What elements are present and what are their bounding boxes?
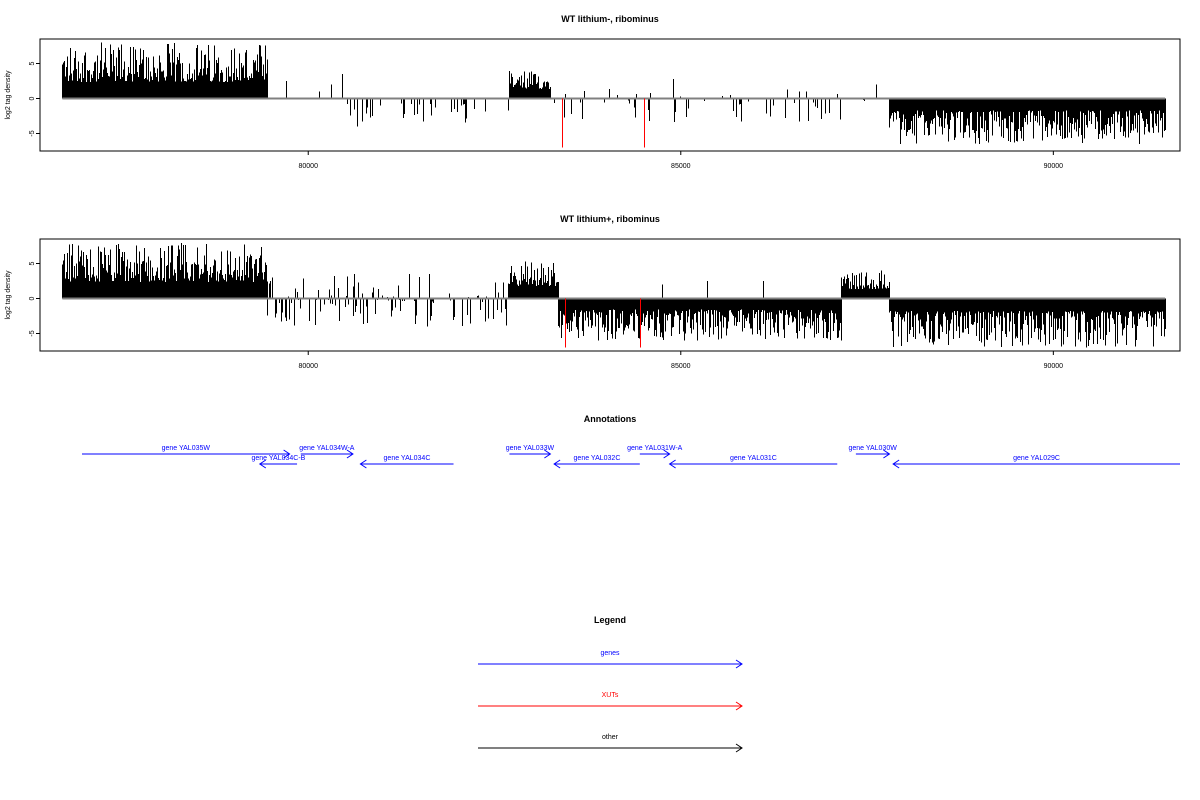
gene-feature: gene YAL031C [668, 455, 838, 469]
gene-label: gene YAL033W [506, 445, 555, 452]
y-tick-label: 5 [29, 261, 36, 265]
plot-frame [39, 38, 1181, 152]
gene-label: gene YAL031C [730, 455, 777, 462]
plot-frame [39, 238, 1181, 352]
annotations-title: Annotations [584, 414, 637, 424]
gene-label: gene YAL034W-A [299, 445, 355, 452]
legend-arrowhead [735, 659, 743, 669]
panel-title: WT lithium-, ribominus [561, 14, 659, 24]
density-bars [62, 42, 1166, 144]
gene-label: gene YAL034C-B [252, 455, 306, 462]
gene-feature: gene YAL034C-B [252, 455, 306, 469]
x-tick-label: 90000 [1044, 363, 1064, 370]
y-axis-label: log2 tag density [5, 70, 12, 120]
legend-item: other [478, 734, 743, 753]
legend-title: Legend [594, 615, 626, 625]
density-bars [62, 243, 1166, 348]
track-panel-2: WT lithium+, ribominus log2 tag density -5… [5, 214, 1181, 370]
track-panel-1: WT lithium-, ribominus log2 tag density -5… [5, 14, 1181, 170]
gene-feature: gene YAL031W-A [627, 445, 683, 459]
gene-label: gene YAL035W [162, 445, 211, 452]
gene-feature: gene YAL029C [892, 455, 1180, 469]
gene-arrowhead [668, 459, 676, 469]
gene-feature: gene YAL033W [506, 445, 555, 459]
legend-arrowhead [735, 701, 743, 711]
y-tick-label: 0 [29, 296, 36, 300]
gene-arrowhead [283, 449, 291, 459]
gene-label: gene YAL031W-A [627, 445, 683, 452]
gene-arrowhead [359, 459, 367, 469]
y-tick-label: 5 [29, 61, 36, 65]
gene-feature: gene YAL034W-A [299, 445, 355, 459]
gene-feature: gene YAL030W [848, 445, 897, 459]
legend-item: genes [478, 650, 743, 669]
legend-label: genes [600, 650, 620, 657]
gene-label: gene YAL034C [384, 455, 431, 462]
y-tick-label: -5 [29, 330, 36, 336]
x-tick-label: 80000 [299, 163, 319, 170]
y-axis-label: log2 tag density [5, 270, 12, 320]
gene-arrowhead [258, 459, 267, 469]
legend-item: XUTs [478, 692, 743, 711]
gene-label: gene YAL030W [848, 445, 897, 452]
gene-label: gene YAL029C [1013, 455, 1060, 462]
gene-feature: gene YAL035W [82, 445, 291, 459]
gene-label: gene YAL032C [574, 455, 621, 462]
x-tick-label: 90000 [1044, 163, 1064, 170]
gene-arrowhead [544, 449, 552, 459]
gene-arrowhead [883, 449, 891, 459]
annotations-panel: Annotations gene YAL035W gene YAL034W-A gen… [82, 414, 1180, 469]
y-tick-label: 0 [29, 96, 36, 100]
gene-feature: gene YAL034C [359, 455, 454, 469]
legend-label: XUTs [602, 692, 619, 699]
legend-arrowhead [735, 743, 743, 753]
x-tick-label: 80000 [299, 363, 319, 370]
x-tick-label: 85000 [671, 363, 691, 370]
panel-title: WT lithium+, ribominus [560, 214, 660, 224]
gene-arrowhead [553, 459, 561, 469]
gene-arrowhead [663, 449, 671, 459]
x-tick-label: 85000 [671, 163, 691, 170]
gene-feature: gene YAL032C [553, 455, 640, 469]
legend-label: other [602, 734, 619, 741]
gene-arrowhead [892, 459, 900, 469]
gene-arrowhead [346, 449, 354, 459]
legend: Legend genes XUTs other [478, 615, 743, 753]
y-tick-label: -5 [29, 130, 36, 136]
